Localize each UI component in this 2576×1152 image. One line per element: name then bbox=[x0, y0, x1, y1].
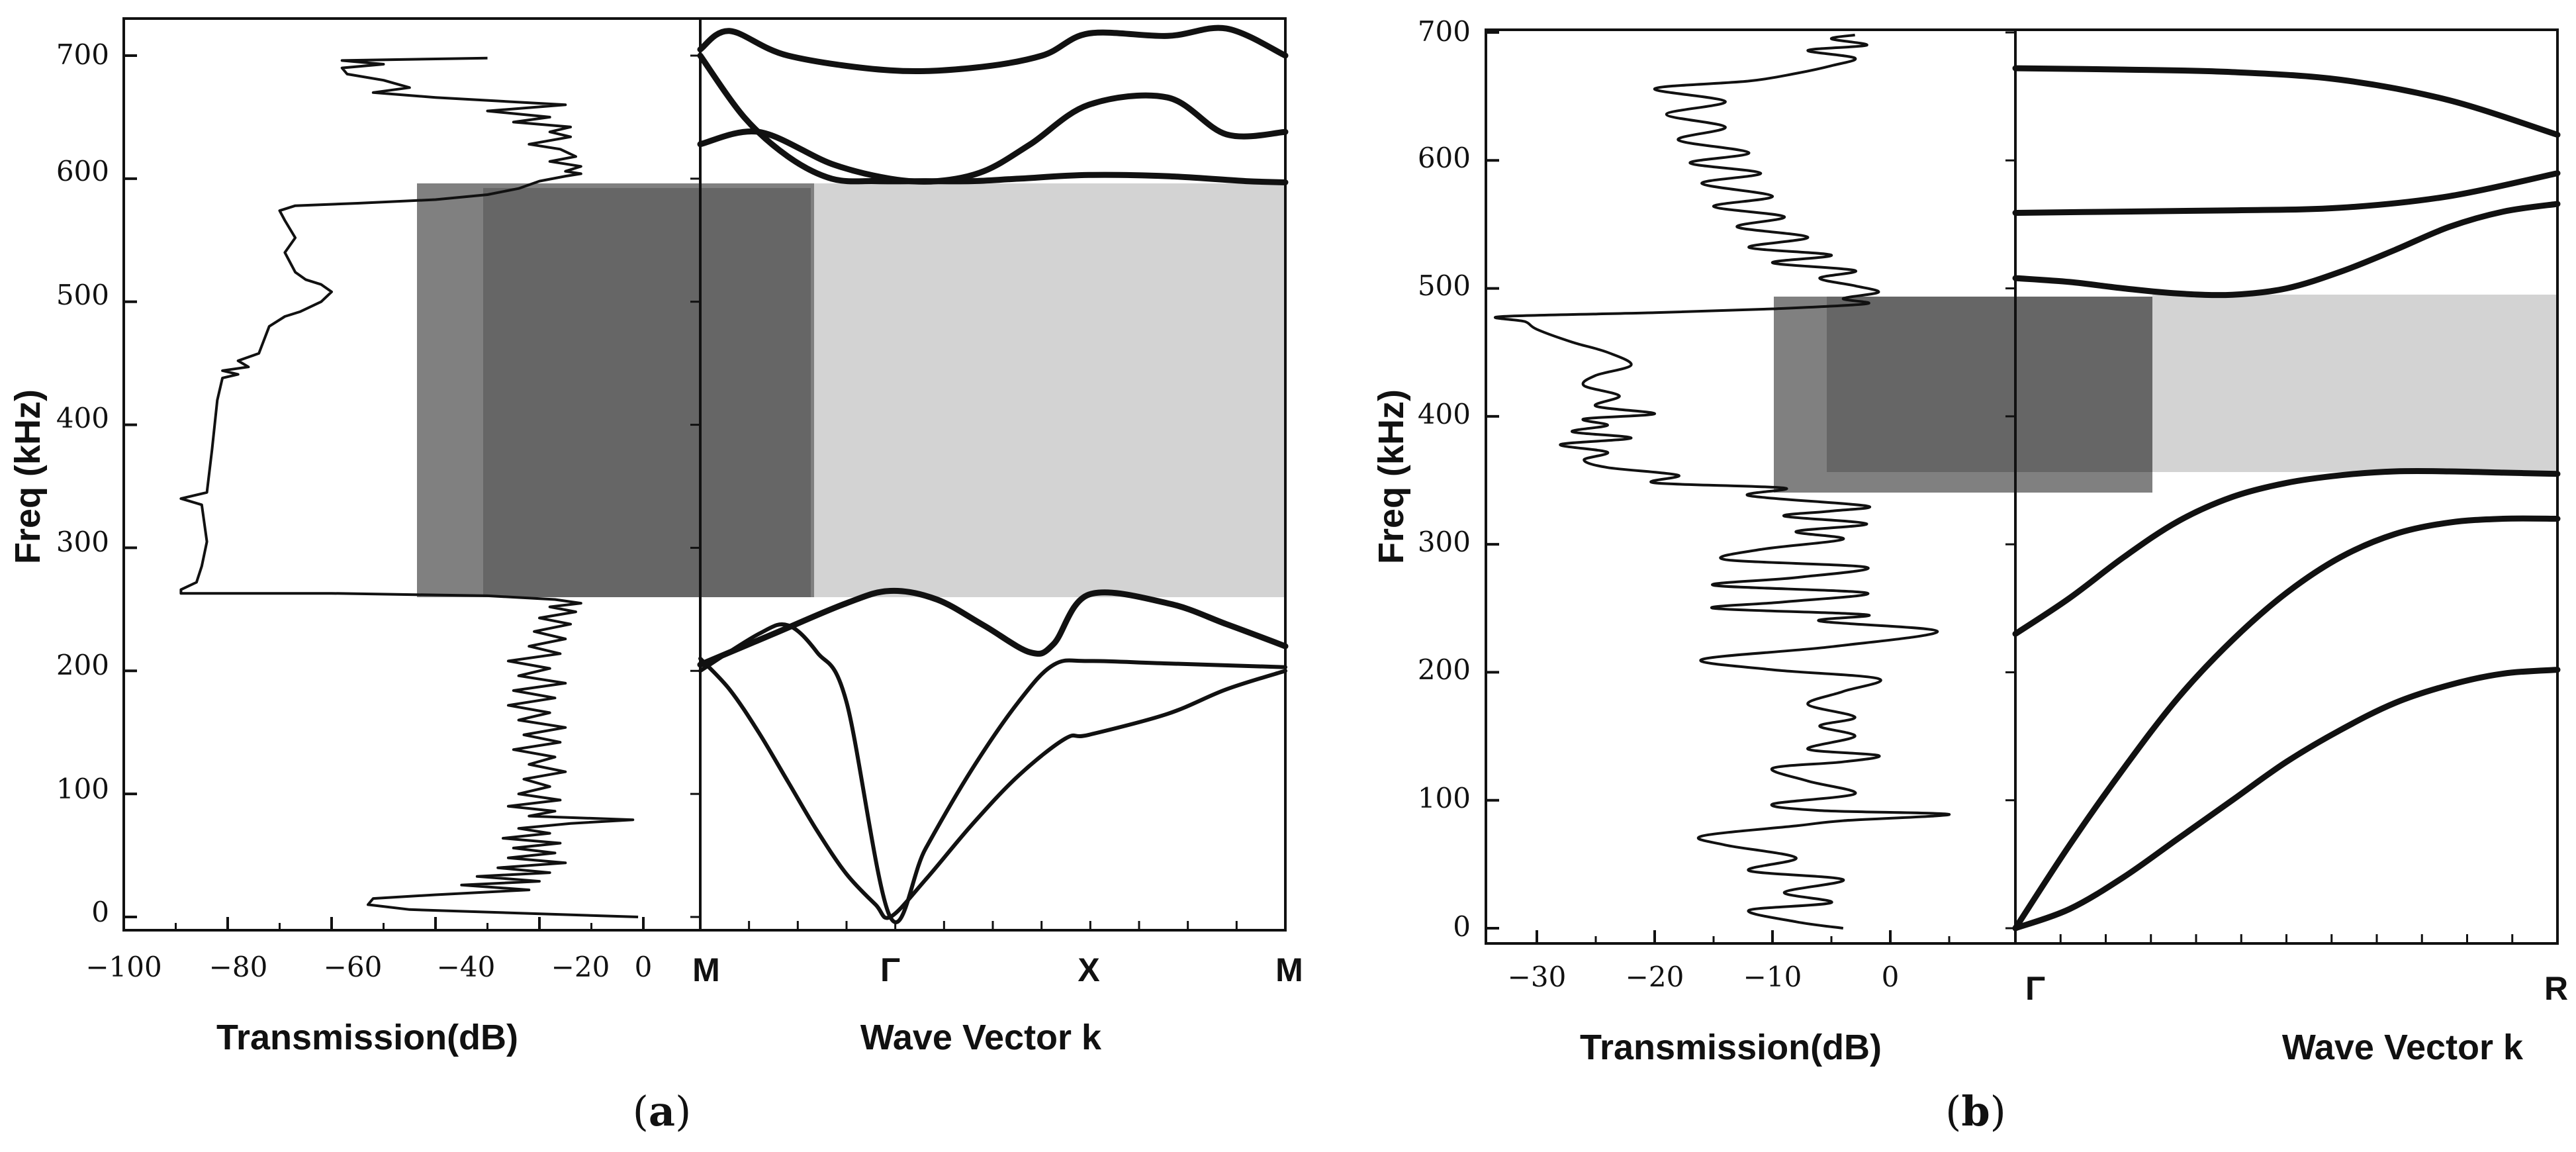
band-line bbox=[697, 24, 1289, 75]
freq-tick-label: 0 bbox=[1453, 910, 1471, 943]
freq-tick-label: 600 bbox=[1418, 142, 1471, 174]
band-x-ticks bbox=[748, 921, 1238, 930]
transmission-line bbox=[1494, 33, 1951, 930]
transmission-tick-label: −80 bbox=[209, 951, 268, 983]
freq-axis-title: Freq (kHz) bbox=[8, 389, 48, 564]
transmission-tick-label: −40 bbox=[437, 951, 496, 983]
band-curves bbox=[697, 24, 1289, 925]
transmission-axis-title: Transmission(dB) bbox=[216, 1018, 518, 1057]
freq-tick-label: 200 bbox=[56, 649, 109, 681]
bandgap-dark-overlap bbox=[1827, 297, 2152, 472]
band-line bbox=[698, 622, 1287, 925]
freq-tick-label: 300 bbox=[56, 526, 109, 558]
band-line bbox=[2012, 65, 2561, 138]
transmission-curve bbox=[179, 56, 639, 918]
freq-axis-title: Freq (kHz) bbox=[1371, 389, 1411, 564]
k-point-label: Γ bbox=[880, 951, 900, 988]
panel-a: −100 −80 −60 −40 −20 0 0 100 200 300 400… bbox=[8, 17, 1303, 1135]
transmission-tick-label: −20 bbox=[1626, 961, 1684, 993]
caption-letter: b bbox=[1961, 1087, 1990, 1135]
k-point-label: M bbox=[1275, 951, 1303, 988]
transmission-x-ticks bbox=[122, 917, 645, 930]
band-line bbox=[2012, 515, 2561, 932]
freq-tick-label: 700 bbox=[1418, 15, 1471, 48]
freq-tick-label: 100 bbox=[56, 773, 109, 805]
k-point-label: X bbox=[1078, 951, 1099, 988]
band-line bbox=[2012, 170, 2561, 216]
transmission-line bbox=[179, 56, 639, 918]
bandgap-band-light bbox=[814, 183, 1285, 597]
transmission-tick-label: −60 bbox=[324, 951, 383, 983]
band-line bbox=[697, 587, 1289, 668]
bandgap-band-light bbox=[2152, 295, 2557, 472]
k-point-label: M bbox=[692, 951, 720, 988]
k-point-label: Γ bbox=[2025, 970, 2045, 1007]
freq-tick-label: 100 bbox=[1418, 782, 1471, 814]
caption-open-paren: ( bbox=[633, 1087, 649, 1135]
band-line bbox=[2012, 201, 2561, 299]
band-line bbox=[698, 656, 1287, 920]
freq-tick-label: 400 bbox=[1418, 398, 1471, 430]
band-curves bbox=[2012, 65, 2561, 932]
freq-tick-label: 700 bbox=[56, 38, 109, 71]
freq-tick-label: 300 bbox=[1418, 526, 1471, 558]
freq-tick-label: 0 bbox=[91, 896, 109, 928]
bandgap-dark-overlap bbox=[483, 188, 811, 597]
caption-open-paren: ( bbox=[1945, 1087, 1961, 1135]
transmission-x-ticks bbox=[1536, 930, 1951, 943]
freq-tick-label: 500 bbox=[56, 279, 109, 311]
wave-vector-axis-title: Wave Vector k bbox=[2282, 1028, 2524, 1067]
caption-letter: a bbox=[649, 1087, 675, 1135]
transmission-tick-label: −20 bbox=[551, 951, 610, 983]
transmission-tick-label: −30 bbox=[1508, 961, 1567, 993]
band-line bbox=[2012, 667, 2561, 932]
panel-caption: (a) bbox=[633, 1087, 692, 1135]
freq-tick-label: 600 bbox=[56, 155, 109, 187]
freq-tick-label: 500 bbox=[1418, 269, 1471, 302]
transmission-tick-label: −10 bbox=[1743, 961, 1802, 993]
wave-vector-axis-title: Wave Vector k bbox=[860, 1018, 1102, 1057]
panel-caption: (b) bbox=[1945, 1087, 2006, 1135]
band-x-ticks bbox=[2059, 934, 2514, 943]
band-line bbox=[697, 92, 1289, 185]
transmission-axis-title: Transmission(dB) bbox=[1580, 1028, 1882, 1067]
freq-tick-label: 400 bbox=[56, 402, 109, 434]
caption-close-paren: ) bbox=[675, 1087, 691, 1135]
transmission-tick-label: 0 bbox=[1882, 961, 1900, 993]
panel-b: −30 −20 −10 0 0 100 200 300 400 500 600 … bbox=[1371, 15, 2568, 1135]
band-line bbox=[2012, 467, 2561, 637]
caption-close-paren: ) bbox=[1990, 1087, 2006, 1135]
k-point-label: R bbox=[2544, 970, 2568, 1007]
freq-tick-label: 200 bbox=[1418, 653, 1471, 686]
transmission-tick-label: 0 bbox=[635, 951, 653, 983]
transmission-curve bbox=[1494, 33, 1951, 930]
transmission-tick-label: −100 bbox=[85, 951, 161, 983]
